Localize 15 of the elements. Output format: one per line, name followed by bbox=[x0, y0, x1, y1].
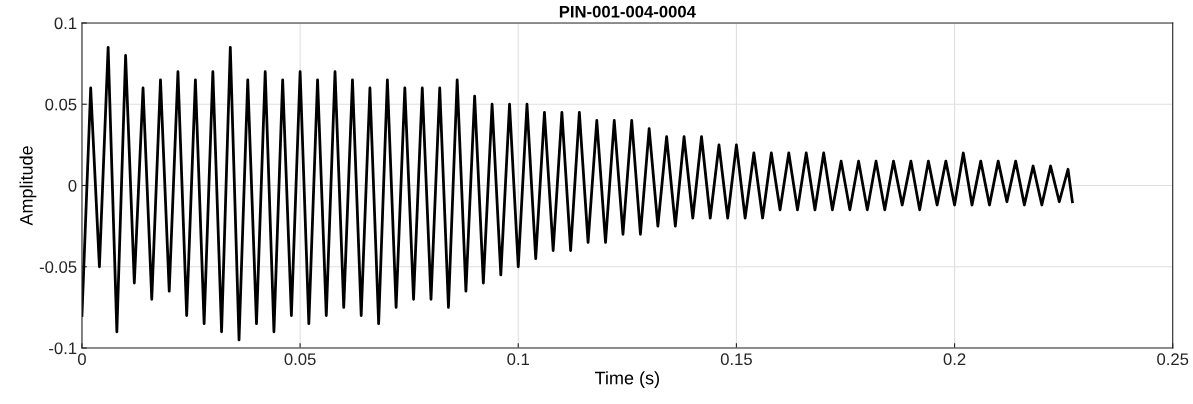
y-tick-label: 0 bbox=[68, 179, 77, 192]
x-tick-label: 0.1 bbox=[507, 353, 530, 366]
x-tick-label: 0 bbox=[77, 353, 86, 366]
line-series bbox=[81, 45, 1074, 342]
y-tick-label: -0.1 bbox=[49, 342, 77, 355]
y-tick-label: -0.05 bbox=[39, 261, 77, 273]
y-tick-label: 0.05 bbox=[45, 98, 77, 111]
x-tick-label: 0.2 bbox=[943, 353, 966, 366]
x-tick-label: 0.05 bbox=[284, 353, 316, 366]
y-axis-title: Amplitude bbox=[19, 146, 37, 226]
y-tick-label: 0.1 bbox=[54, 17, 77, 30]
x-axis-title: Time (s) bbox=[594, 371, 659, 388]
x-tick-label: 0.25 bbox=[1157, 353, 1189, 366]
chart-title: PIN-001-004-0004 bbox=[559, 5, 696, 18]
x-tick-label: 0.15 bbox=[720, 353, 752, 366]
